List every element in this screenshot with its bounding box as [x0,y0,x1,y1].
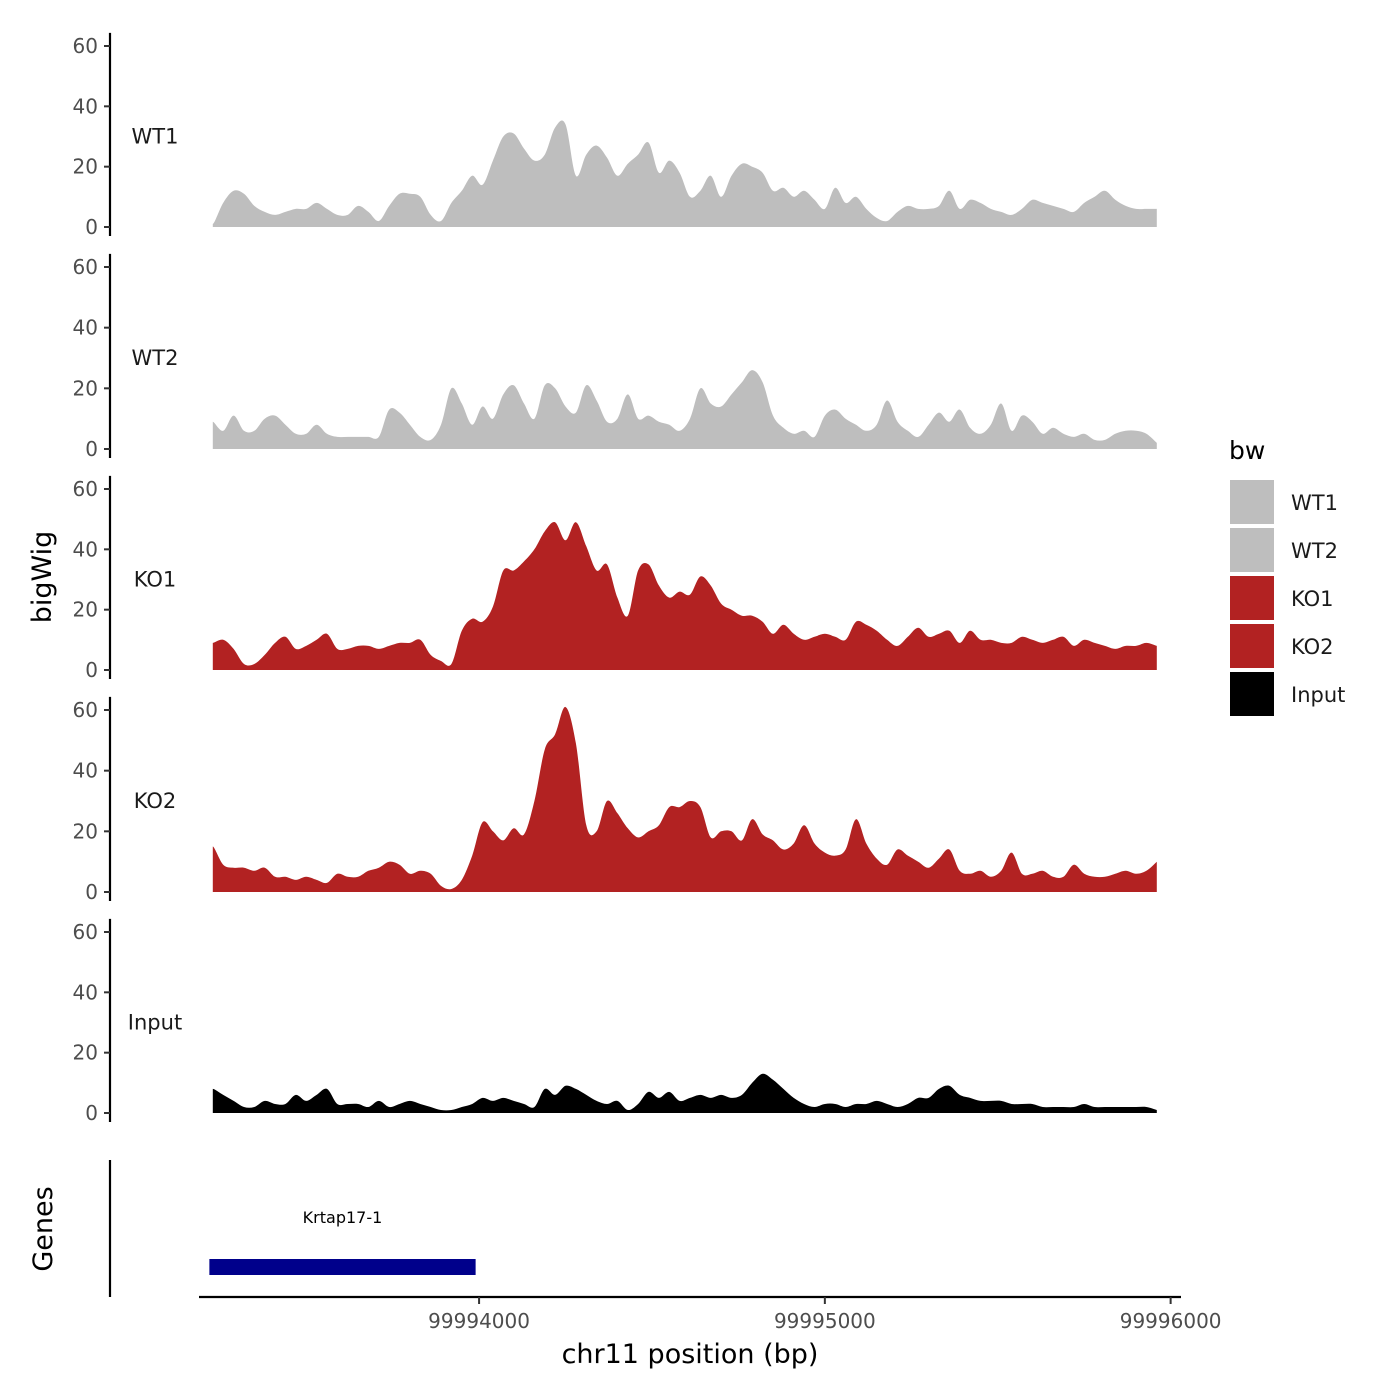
track-ko2: 0 20 40 60 KO2 [73,696,1157,904]
legend-label-input: Input [1291,683,1345,707]
y-tick-label-ko1-60: 60 [73,477,98,501]
y-tick-label-ko2-60: 60 [73,698,98,722]
legend-label-ko1: KO1 [1291,587,1334,611]
legend-label-wt1: WT1 [1291,491,1338,515]
legend-label-wt2: WT2 [1291,539,1338,563]
y-tick-label-wt1-60: 60 [73,34,98,58]
y-tick-label-input-40: 40 [73,980,98,1004]
legend-key-wt2 [1230,528,1274,572]
signal-area-wt1 [212,120,1157,227]
y-tick-label-wt1-20: 20 [73,155,98,179]
legend: bw WT1 WT2 KO1 KO2 Input [1229,436,1345,716]
legend-key-input [1230,672,1274,716]
genes-group: Krtap17-1 [209,1208,476,1275]
gene-label-krtap17-1: Krtap17-1 [303,1208,383,1227]
y-tick-label-wt1-0: 0 [85,215,98,239]
y-tick-label-ko1-0: 0 [85,658,98,682]
x-axis-title: chr11 position (bp) [562,1339,819,1370]
y-tick-label-ko2-40: 40 [73,759,98,783]
y-axis-title: bigWig [27,531,58,624]
genes-track-label: Genes [28,1186,59,1271]
signal-tracks: 0 20 40 60 WT1 0 20 40 60 WT2 0 20 40 60 KO1 0 20 40 60 KO2… [73,32,1157,1125]
y-tick-label-wt2-0: 0 [85,437,98,461]
y-tick-label-ko2-0: 0 [85,880,98,904]
legend-label-ko2: KO2 [1291,635,1334,659]
signal-area-wt2 [212,370,1157,449]
track-wt2: 0 20 40 60 WT2 [73,253,1157,461]
x-tick-label-99995000: 99995000 [774,1309,876,1333]
signal-area-ko2 [212,706,1157,892]
y-tick-label-wt2-40: 40 [73,316,98,340]
track-label-ko1: KO1 [134,568,177,592]
track-label-input: Input [128,1011,182,1035]
track-label-wt2: WT2 [132,346,179,370]
x-tick-label-99994000: 99994000 [428,1309,530,1333]
signal-area-ko1 [212,521,1157,670]
x-axis: chr11 position (bp) 99994000 99995000 9999… [199,1295,1222,1370]
y-tick-label-input-0: 0 [85,1101,98,1125]
y-tick-label-wt2-60: 60 [73,255,98,279]
legend-key-ko2 [1230,624,1274,668]
y-tick-label-wt1-40: 40 [73,94,98,118]
y-tick-label-ko2-20: 20 [73,819,98,843]
y-tick-label-wt2-20: 20 [73,376,98,400]
track-label-ko2: KO2 [134,789,177,813]
gene-body-krtap17-1 [209,1259,476,1275]
y-tick-label-input-60: 60 [73,920,98,944]
track-label-wt1: WT1 [132,125,179,149]
track-input: 0 20 40 60 Input [73,918,1157,1125]
track-wt1: 0 20 40 60 WT1 [73,32,1157,239]
x-tick-label-99996000: 99996000 [1120,1309,1222,1333]
genes-panel: Genes Krtap17-1 [28,1160,476,1297]
legend-key-ko1 [1230,576,1274,620]
y-tick-label-ko1-40: 40 [73,537,98,561]
y-tick-label-input-20: 20 [73,1041,98,1065]
y-tick-label-ko1-20: 20 [73,598,98,622]
legend-title: bw [1229,436,1265,465]
track-ko1: 0 20 40 60 KO1 [73,475,1157,682]
signal-area-input [212,1073,1157,1113]
legend-key-wt1 [1230,480,1274,524]
